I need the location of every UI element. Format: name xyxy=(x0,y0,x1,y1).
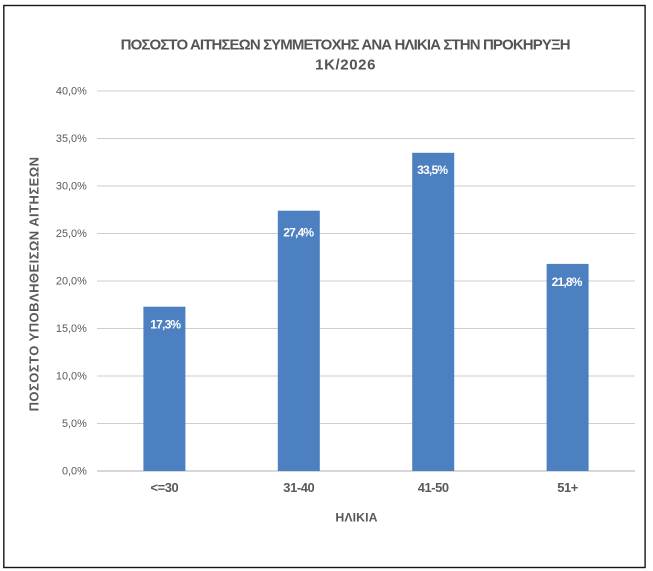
svg-text:25,0%: 25,0% xyxy=(56,228,87,240)
svg-text:10,0%: 10,0% xyxy=(56,371,87,383)
svg-text:30,0%: 30,0% xyxy=(56,181,87,193)
svg-text:<=30: <=30 xyxy=(151,480,179,495)
svg-text:0,0%: 0,0% xyxy=(62,466,87,478)
svg-text:51+: 51+ xyxy=(557,480,578,495)
svg-text:5,0%: 5,0% xyxy=(62,418,87,430)
svg-text:15,0%: 15,0% xyxy=(56,323,87,335)
svg-text:20,0%: 20,0% xyxy=(56,276,87,288)
svg-text:1Κ/2026: 1Κ/2026 xyxy=(315,57,376,74)
svg-text:ΠΟΣΟΣΤΟ ΥΠΟΒΛΗΘΕΙΣΩΝ ΑΙΤΗΣΕΩΝ: ΠΟΣΟΣΤΟ ΥΠΟΒΛΗΘΕΙΣΩΝ ΑΙΤΗΣΕΩΝ xyxy=(26,157,41,412)
svg-text:ΗΛΙΚΙΑ: ΗΛΙΚΙΑ xyxy=(335,510,377,524)
svg-text:33,5%: 33,5% xyxy=(417,163,448,177)
svg-text:41-50: 41-50 xyxy=(418,480,449,495)
svg-text:31-40: 31-40 xyxy=(283,480,314,495)
svg-text:35,0%: 35,0% xyxy=(56,133,87,145)
svg-text:40,0%: 40,0% xyxy=(56,86,87,98)
svg-text:17,3%: 17,3% xyxy=(150,317,181,331)
svg-text:ΠΟΣΟΣΤΟ ΑΙΤΗΣΕΩΝ ΣΥΜΜΕΤΟΧΗΣ ΑΝ: ΠΟΣΟΣΤΟ ΑΙΤΗΣΕΩΝ ΣΥΜΜΕΤΟΧΗΣ ΑΝΑ ΗΛΙΚΙΑ Σ… xyxy=(121,37,570,54)
svg-text:21,8%: 21,8% xyxy=(552,275,583,289)
svg-text:27,4%: 27,4% xyxy=(283,225,314,239)
